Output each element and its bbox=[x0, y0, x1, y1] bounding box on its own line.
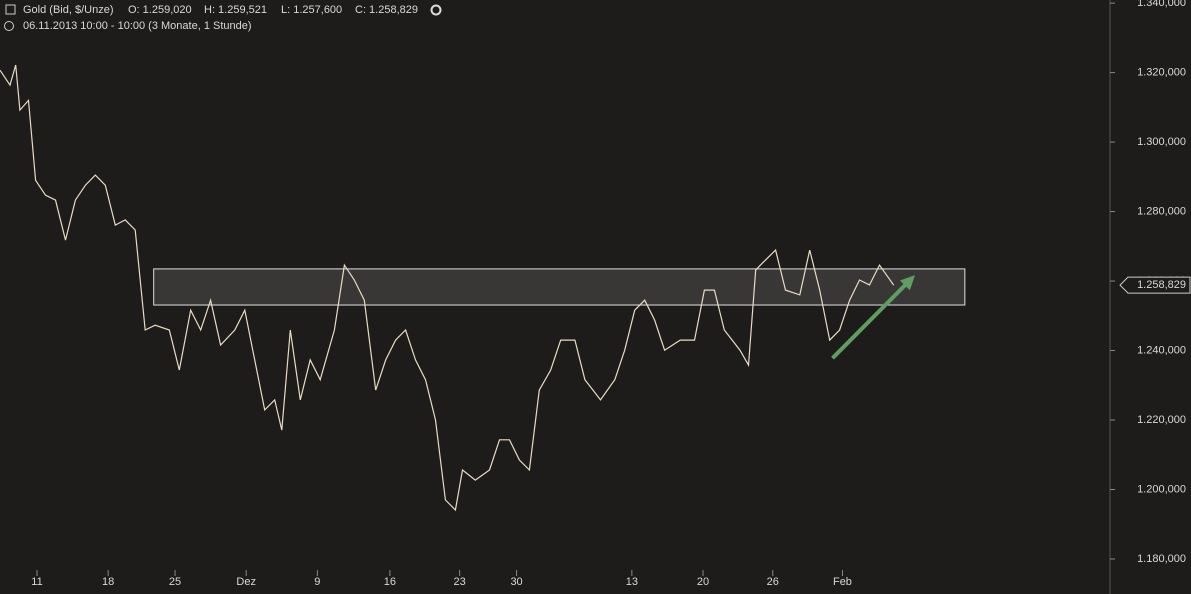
x-tick-label: 9 bbox=[314, 576, 320, 588]
x-tick-label: Feb bbox=[833, 576, 852, 588]
x-tick-label: Dez bbox=[236, 576, 256, 588]
price-line bbox=[0, 64, 895, 512]
y-tick-label: 1.200,000 bbox=[1137, 483, 1186, 495]
settings-icon[interactable] bbox=[430, 4, 442, 16]
current-price-label: 1.258,829 bbox=[1137, 279, 1186, 291]
clock-icon bbox=[4, 21, 14, 31]
x-tick-label: 23 bbox=[454, 576, 466, 588]
y-tick-label: 1.320,000 bbox=[1137, 67, 1186, 79]
header-icon bbox=[5, 4, 16, 15]
y-tick-label: 1.340,000 bbox=[1137, 0, 1186, 9]
open: O: 1.259,020 bbox=[128, 4, 192, 16]
x-tick-label: 13 bbox=[626, 576, 638, 588]
x-tick-label: 11 bbox=[31, 576, 42, 588]
arrow-shaft bbox=[831, 279, 911, 360]
y-tick-label: 1.240,000 bbox=[1137, 344, 1186, 356]
x-tick-label: 18 bbox=[102, 576, 114, 588]
x-tick-label: 26 bbox=[767, 576, 779, 588]
x-tick-label: 30 bbox=[510, 576, 522, 588]
y-tick-label: 1.280,000 bbox=[1137, 205, 1186, 217]
y-tick-label: 1.300,000 bbox=[1137, 136, 1186, 148]
y-tick-label: 1.220,000 bbox=[1137, 414, 1186, 426]
period: 06.11.2013 10:00 - 10:00 (3 Monate, 1 St… bbox=[23, 20, 252, 32]
low: L: 1.257,600 bbox=[281, 4, 342, 16]
current-price-tag bbox=[1119, 276, 1191, 294]
zone bbox=[153, 268, 966, 306]
y-tick-label: 1.180,000 bbox=[1137, 553, 1186, 565]
arrow-head bbox=[899, 275, 916, 291]
x-tick-label: 25 bbox=[169, 576, 181, 588]
close: C: 1.258,829 bbox=[355, 4, 418, 16]
x-tick-label: 20 bbox=[697, 576, 709, 588]
instrument: Gold (Bid, $/Unze) bbox=[23, 4, 113, 16]
x-tick-label: 16 bbox=[384, 576, 396, 588]
high: H: 1.259,521 bbox=[204, 4, 267, 16]
